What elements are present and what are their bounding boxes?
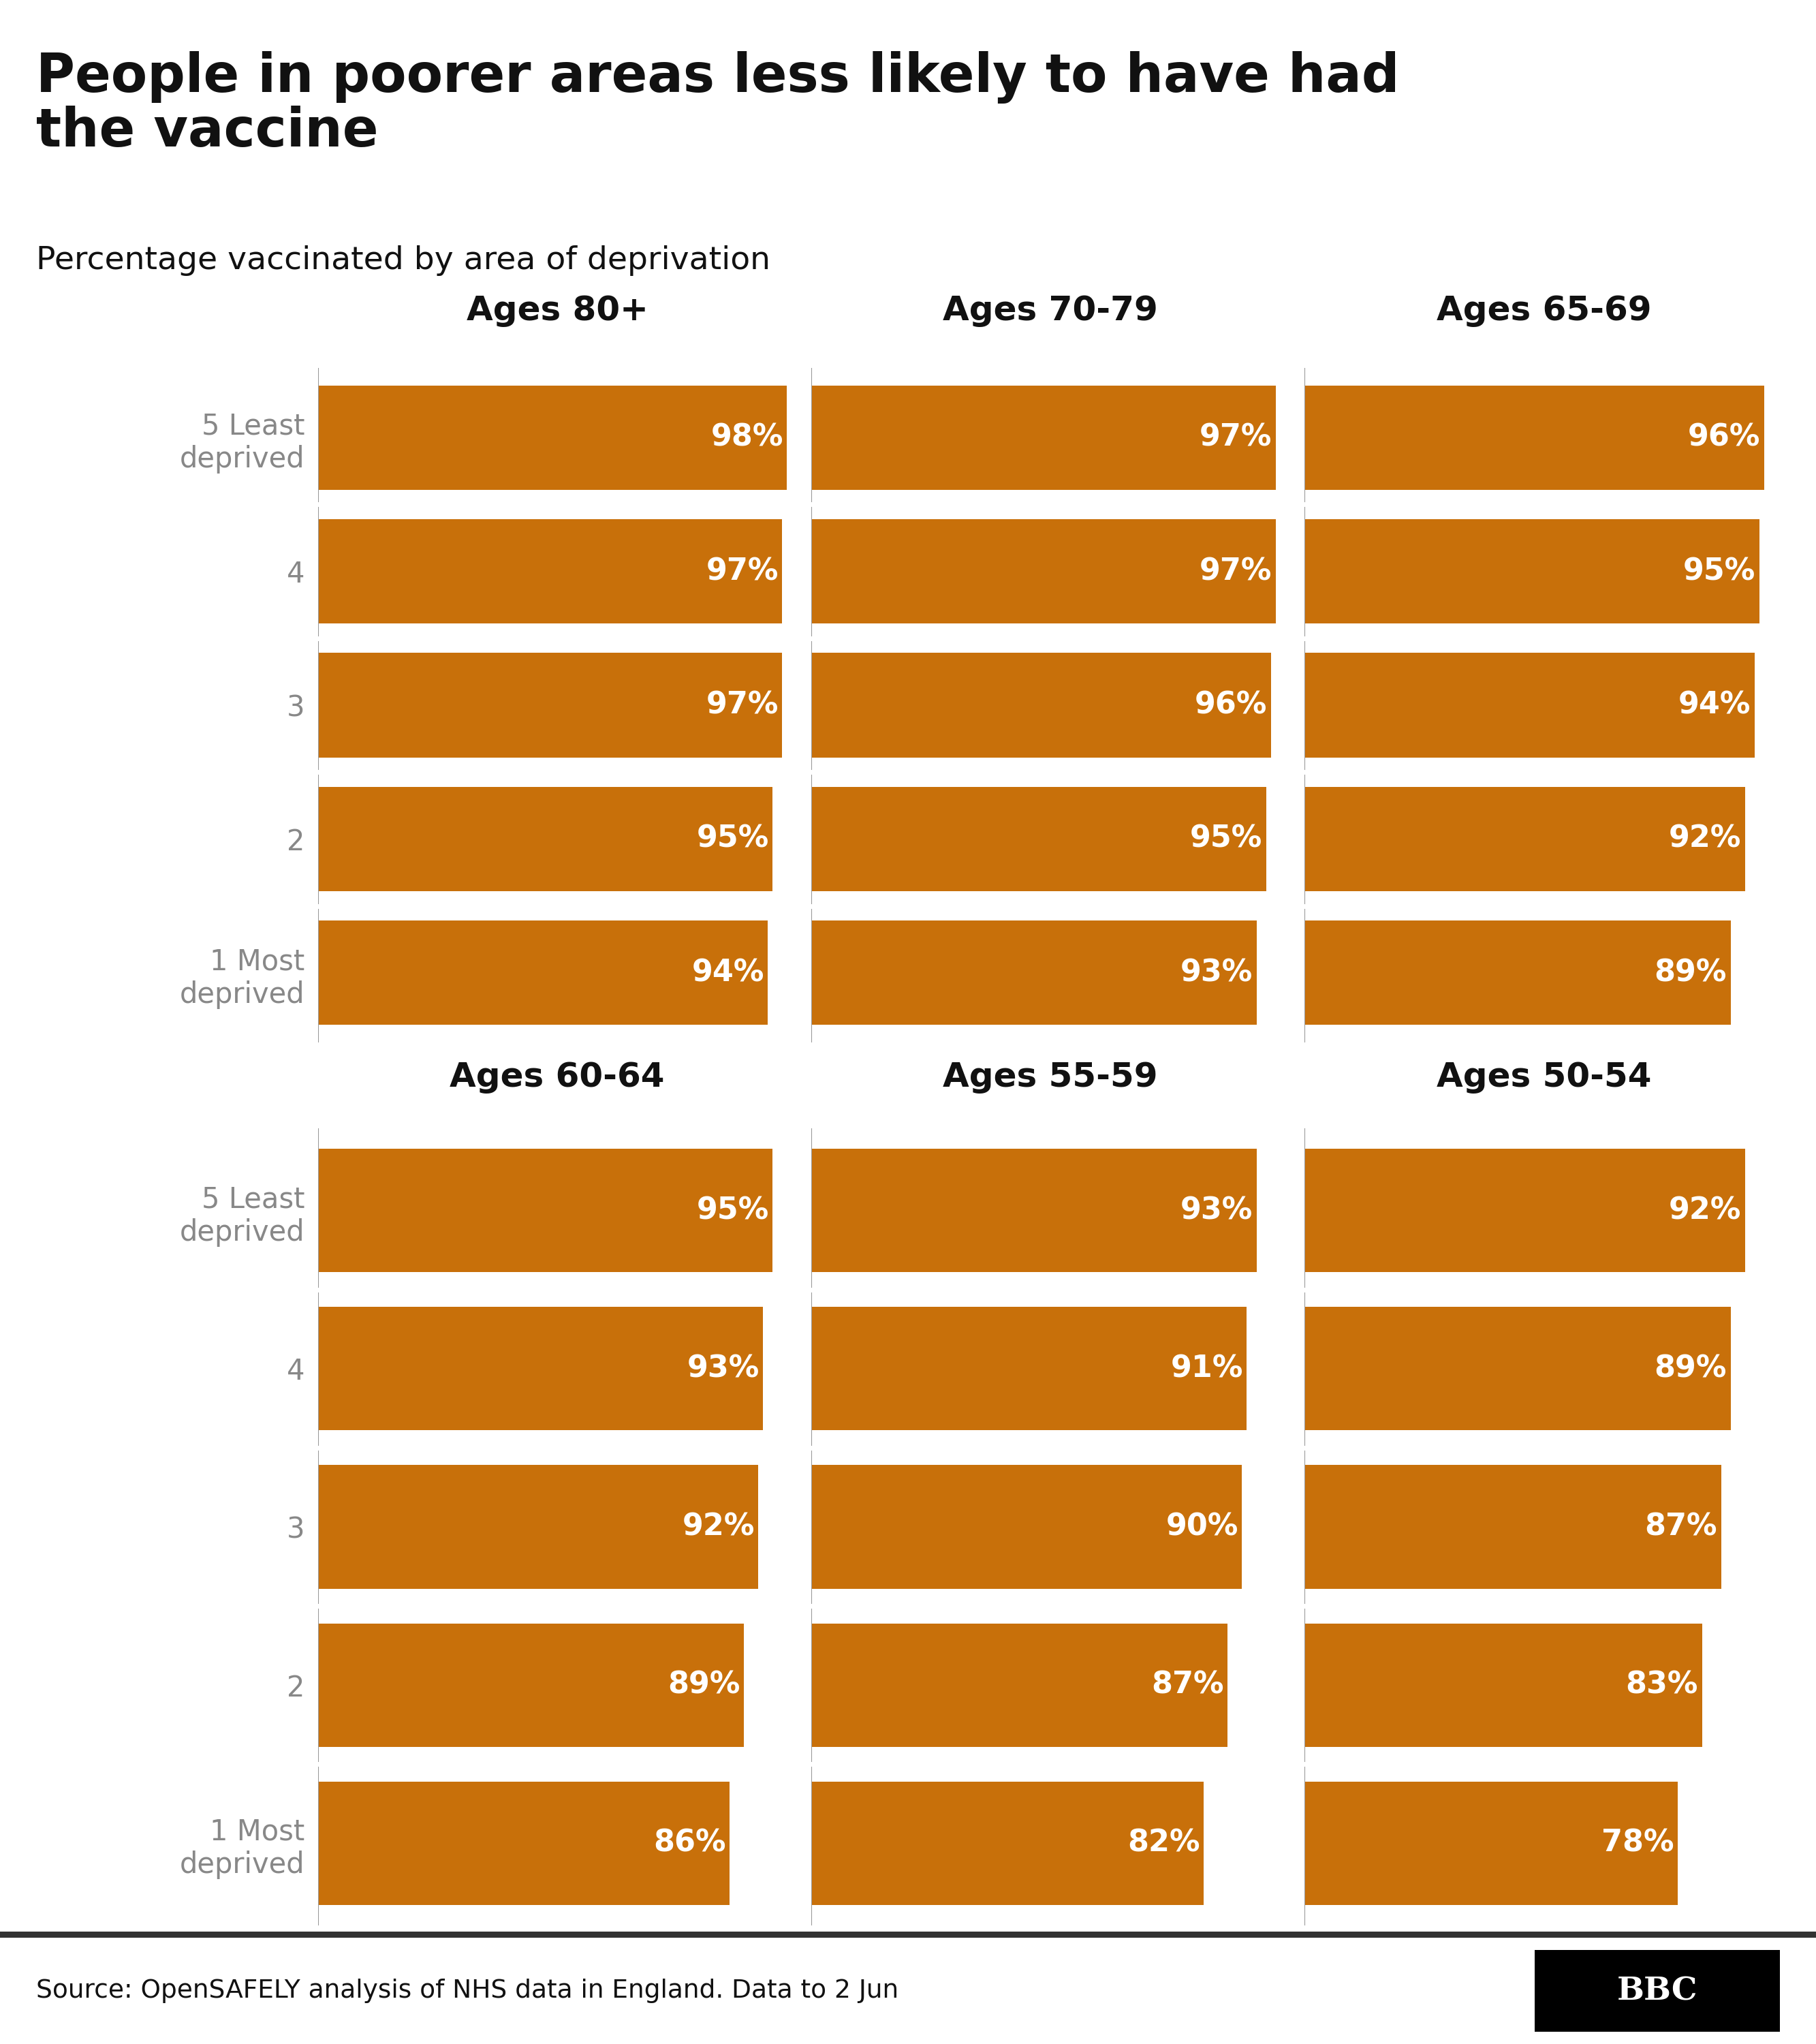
Text: 97%: 97% xyxy=(706,556,779,587)
Text: 95%: 95% xyxy=(697,824,768,854)
Bar xyxy=(812,1149,1257,1271)
Bar xyxy=(318,1306,763,1431)
Text: Percentage vaccinated by area of deprivation: Percentage vaccinated by area of depriva… xyxy=(36,245,770,276)
Text: 95%: 95% xyxy=(697,1196,768,1224)
Text: 86%: 86% xyxy=(654,1829,726,1858)
Bar xyxy=(318,1623,745,1748)
Bar xyxy=(318,519,783,623)
Text: 98%: 98% xyxy=(710,423,783,452)
Text: Ages 80+: Ages 80+ xyxy=(467,294,648,327)
Bar xyxy=(812,1466,1242,1588)
Text: 95%: 95% xyxy=(1189,824,1262,854)
Bar xyxy=(1304,1623,1702,1748)
Text: 92%: 92% xyxy=(1669,824,1742,854)
Bar xyxy=(318,920,768,1024)
Text: 96%: 96% xyxy=(1195,691,1268,719)
Text: People in poorer areas less likely to have had
the vaccine: People in poorer areas less likely to ha… xyxy=(36,51,1400,157)
Text: 87%: 87% xyxy=(1645,1513,1718,1541)
Bar xyxy=(318,1466,759,1588)
Bar xyxy=(1304,1149,1745,1271)
Bar xyxy=(318,1782,730,1905)
Text: Ages 55-59: Ages 55-59 xyxy=(943,1061,1159,1094)
Text: 97%: 97% xyxy=(1199,423,1271,452)
Bar xyxy=(318,652,783,758)
Bar xyxy=(1304,652,1754,758)
Bar xyxy=(1304,1306,1731,1431)
Text: 93%: 93% xyxy=(1180,1196,1253,1224)
Bar xyxy=(812,519,1275,623)
Text: Source: OpenSAFELY analysis of NHS data in England. Data to 2 Jun: Source: OpenSAFELY analysis of NHS data … xyxy=(36,1979,899,2003)
Text: 87%: 87% xyxy=(1151,1670,1224,1701)
Text: 83%: 83% xyxy=(1625,1670,1698,1701)
Bar xyxy=(318,1149,772,1271)
Bar xyxy=(812,386,1275,491)
Bar xyxy=(318,386,786,491)
Text: Ages 65-69: Ages 65-69 xyxy=(1436,294,1651,327)
Bar xyxy=(1304,920,1731,1024)
Bar xyxy=(812,787,1266,891)
Text: Ages 60-64: Ages 60-64 xyxy=(450,1061,665,1094)
Bar xyxy=(812,652,1271,758)
Text: 92%: 92% xyxy=(1669,1196,1742,1224)
Bar xyxy=(812,920,1257,1024)
Text: 93%: 93% xyxy=(1180,959,1253,987)
Text: 97%: 97% xyxy=(1199,556,1271,587)
Text: 96%: 96% xyxy=(1687,423,1760,452)
Bar xyxy=(812,1623,1228,1748)
Text: 82%: 82% xyxy=(1128,1829,1200,1858)
Bar xyxy=(812,1782,1204,1905)
Text: 95%: 95% xyxy=(1683,556,1756,587)
Bar xyxy=(1304,519,1760,623)
Text: 78%: 78% xyxy=(1602,1829,1674,1858)
Text: BBC: BBC xyxy=(1616,1975,1698,2007)
Text: Ages 70-79: Ages 70-79 xyxy=(943,294,1159,327)
Bar xyxy=(1304,787,1745,891)
Text: 91%: 91% xyxy=(1171,1353,1242,1384)
Bar xyxy=(1304,386,1763,491)
Bar xyxy=(1304,1782,1678,1905)
Text: 94%: 94% xyxy=(692,959,765,987)
Text: 93%: 93% xyxy=(686,1353,759,1384)
Text: 97%: 97% xyxy=(706,691,779,719)
Text: Ages 50-54: Ages 50-54 xyxy=(1436,1061,1651,1094)
Text: 89%: 89% xyxy=(1654,1353,1727,1384)
Bar xyxy=(812,1306,1248,1431)
Text: 92%: 92% xyxy=(683,1513,754,1541)
Text: 90%: 90% xyxy=(1166,1513,1239,1541)
Text: 94%: 94% xyxy=(1678,691,1751,719)
Bar xyxy=(318,787,772,891)
Text: 89%: 89% xyxy=(668,1670,741,1701)
Text: 89%: 89% xyxy=(1654,959,1727,987)
Bar xyxy=(1304,1466,1722,1588)
